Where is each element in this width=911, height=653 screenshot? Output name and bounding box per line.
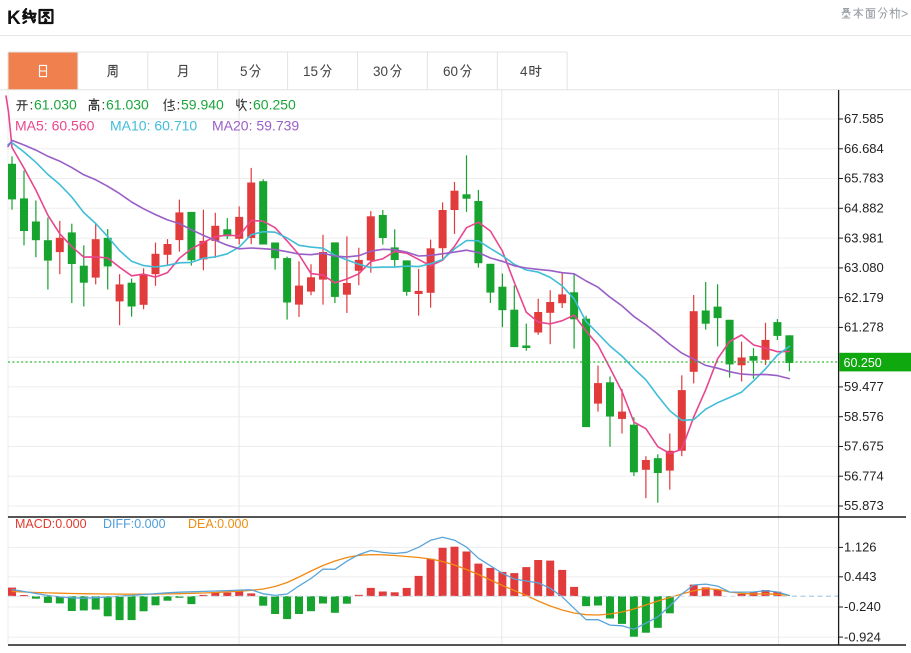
svg-text:4: 4 [520, 64, 528, 79]
svg-text:56.774: 56.774 [844, 468, 884, 483]
svg-text::: : [249, 97, 253, 113]
svg-text:15: 15 [303, 64, 318, 79]
svg-text:MA20: 59.739: MA20: 59.739 [212, 118, 299, 134]
svg-text:63.981: 63.981 [844, 230, 884, 245]
svg-text:60.250: 60.250 [253, 97, 296, 113]
svg-text:65.783: 65.783 [844, 171, 884, 186]
svg-text:>: > [901, 7, 908, 21]
svg-text:61.278: 61.278 [844, 320, 884, 335]
svg-text:58.576: 58.576 [844, 409, 884, 424]
svg-text:66.684: 66.684 [844, 141, 884, 156]
svg-text:61.030: 61.030 [106, 97, 149, 113]
svg-text:5: 5 [240, 64, 248, 79]
svg-text:30: 30 [373, 64, 388, 79]
svg-text:55.873: 55.873 [844, 498, 884, 513]
svg-text:57.675: 57.675 [844, 439, 884, 454]
svg-text:63.080: 63.080 [844, 260, 884, 275]
svg-text:-0.924: -0.924 [844, 629, 881, 644]
svg-text:1.126: 1.126 [844, 540, 877, 555]
svg-text:62.179: 62.179 [844, 290, 884, 305]
svg-text:K: K [7, 8, 21, 29]
svg-text::: : [102, 97, 106, 113]
svg-text:DIFF:0.000: DIFF:0.000 [103, 517, 166, 531]
svg-text:0.443: 0.443 [844, 569, 877, 584]
svg-text:MA10: 60.710: MA10: 60.710 [110, 118, 197, 134]
svg-text:59.940: 59.940 [181, 97, 224, 113]
svg-text:60: 60 [443, 64, 458, 79]
svg-text::: : [177, 97, 181, 113]
svg-text:64.882: 64.882 [844, 201, 884, 216]
svg-text:MACD:0.000: MACD:0.000 [15, 517, 87, 531]
svg-text:67.585: 67.585 [844, 111, 884, 126]
svg-text:DEA:0.000: DEA:0.000 [188, 517, 249, 531]
svg-text:59.477: 59.477 [844, 379, 884, 394]
svg-text:60.250: 60.250 [844, 356, 882, 370]
svg-text::: : [30, 97, 34, 113]
svg-text:-0.240: -0.240 [844, 599, 881, 614]
svg-text:MA5: 60.560: MA5: 60.560 [15, 118, 95, 134]
svg-text:61.030: 61.030 [34, 97, 77, 113]
